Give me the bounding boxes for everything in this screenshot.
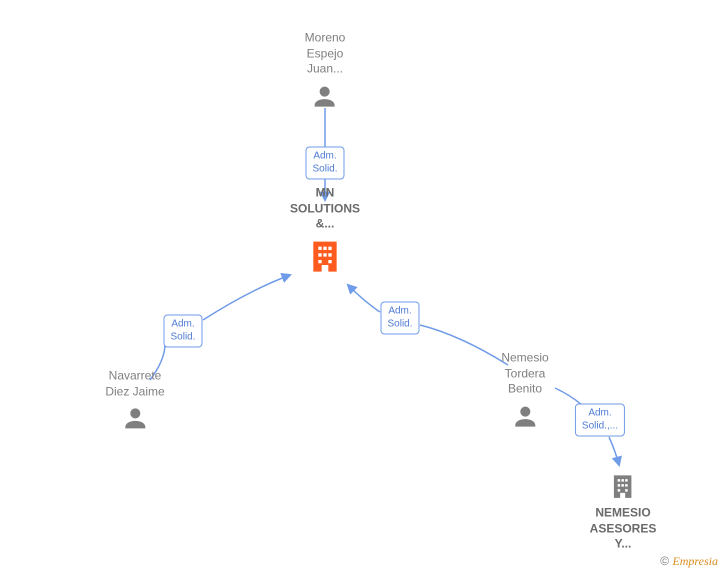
building-icon	[608, 472, 638, 502]
node-nemesio_p[interactable]: Nemesio Tordera Benito	[501, 351, 548, 436]
node-label: NEMESIO ASESORES Y...	[590, 506, 657, 553]
person-icon	[105, 404, 164, 434]
person-icon	[510, 401, 540, 431]
node-mn[interactable]: MN SOLUTIONS &...	[290, 186, 360, 281]
edge-nemesio_p-nemesio_c	[555, 388, 582, 405]
edge-label-nemesio_p-nemesio_c[interactable]: Adm. Solid.,...	[575, 404, 625, 437]
edge-label-moreno-mn[interactable]: Adm. Solid.	[305, 147, 344, 180]
building-icon	[290, 236, 360, 276]
edge-label-navarrete-mn[interactable]: Adm. Solid.	[163, 315, 202, 348]
person-icon	[305, 81, 346, 111]
node-label: Moreno Espejo Juan...	[305, 31, 346, 78]
brand-name: Empresia	[672, 554, 718, 568]
edge-navarrete-mn-end	[203, 275, 290, 320]
copyright: © Empresia	[660, 554, 718, 569]
person-icon	[310, 81, 340, 111]
building-icon	[590, 472, 657, 502]
edge-nemesio_p-mn	[420, 325, 508, 365]
node-nemesio_c[interactable]: NEMESIO ASESORES Y...	[590, 468, 657, 553]
copyright-symbol: ©	[660, 554, 669, 568]
person-icon	[501, 401, 548, 431]
node-moreno[interactable]: Moreno Espejo Juan...	[305, 31, 346, 116]
node-label: MN SOLUTIONS &...	[290, 186, 360, 233]
building-icon	[305, 236, 345, 276]
edge-nemesio_p-nemesio_c-end	[609, 437, 619, 465]
person-icon	[120, 404, 150, 434]
diagram-canvas: Moreno Espejo Juan... MN SOLUTIONS &... …	[0, 0, 728, 575]
edge-nemesio_p-mn-end	[348, 285, 380, 312]
node-label: Nemesio Tordera Benito	[501, 351, 548, 398]
edge-label-nemesio_p-mn[interactable]: Adm. Solid.	[380, 302, 419, 335]
node-label: Navarrete Diez Jaime	[105, 368, 164, 399]
node-navarrete[interactable]: Navarrete Diez Jaime	[105, 368, 164, 437]
